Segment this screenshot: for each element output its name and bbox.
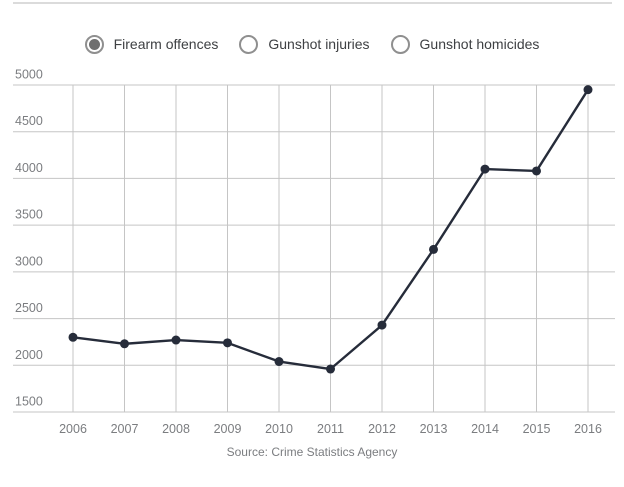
radio-dot <box>88 38 100 50</box>
x-axis-tick-label: 2011 <box>317 422 344 436</box>
x-axis-tick-label: 2007 <box>111 422 139 436</box>
radio-option-gunshot-injuries[interactable]: Gunshot injuries <box>239 34 370 54</box>
series-selector: Firearm offences Gunshot injuries Gunsho… <box>0 32 624 56</box>
data-point <box>532 166 541 176</box>
x-axis-tick-label: 2010 <box>265 422 293 436</box>
radio-button-icon[interactable] <box>239 34 259 54</box>
y-axis-tick-label: 2000 <box>15 348 43 362</box>
x-axis-tick-label: 2006 <box>59 422 87 436</box>
data-point <box>377 320 387 330</box>
radio-option-firearm-offences[interactable]: Firearm offences <box>84 34 219 54</box>
x-axis-tick-label: 2015 <box>523 422 551 436</box>
x-axis-tick-label: 2012 <box>368 422 396 436</box>
y-axis-tick-label: 4500 <box>15 114 43 128</box>
radio-option-label: Gunshot injuries <box>268 36 370 52</box>
y-axis-tick-label: 2500 <box>15 301 43 315</box>
x-axis-tick-label: 2008 <box>162 422 190 436</box>
x-axis-tick-label: 2009 <box>214 422 242 436</box>
data-point <box>223 338 232 348</box>
x-axis-tick-label: 2013 <box>420 422 448 436</box>
data-point <box>583 85 593 95</box>
y-axis-tick-label: 4000 <box>15 161 43 175</box>
chart-source: Source: Crime Statistics Agency <box>226 445 398 459</box>
y-axis-tick-label: 3000 <box>15 254 43 268</box>
data-point <box>429 244 438 254</box>
top-divider <box>13 2 612 4</box>
radio-option-label: Gunshot homicides <box>419 36 540 52</box>
y-axis-tick-label: 5000 <box>15 68 43 82</box>
data-point <box>326 364 335 374</box>
radio-button-icon[interactable] <box>390 34 410 54</box>
data-point <box>120 339 129 349</box>
radio-option-gunshot-homicides[interactable]: Gunshot homicides <box>390 34 540 54</box>
radio-button-icon[interactable] <box>84 34 104 54</box>
data-point <box>68 332 78 342</box>
data-point <box>480 164 490 174</box>
x-axis-tick-label: 2014 <box>471 422 499 436</box>
radio-option-label: Firearm offences <box>113 36 219 52</box>
x-axis-tick-label: 2016 <box>574 422 602 436</box>
data-point <box>171 335 181 345</box>
data-point <box>274 357 284 367</box>
y-axis-tick-label: 1500 <box>15 395 43 409</box>
y-axis-tick-label: 3500 <box>15 208 43 222</box>
